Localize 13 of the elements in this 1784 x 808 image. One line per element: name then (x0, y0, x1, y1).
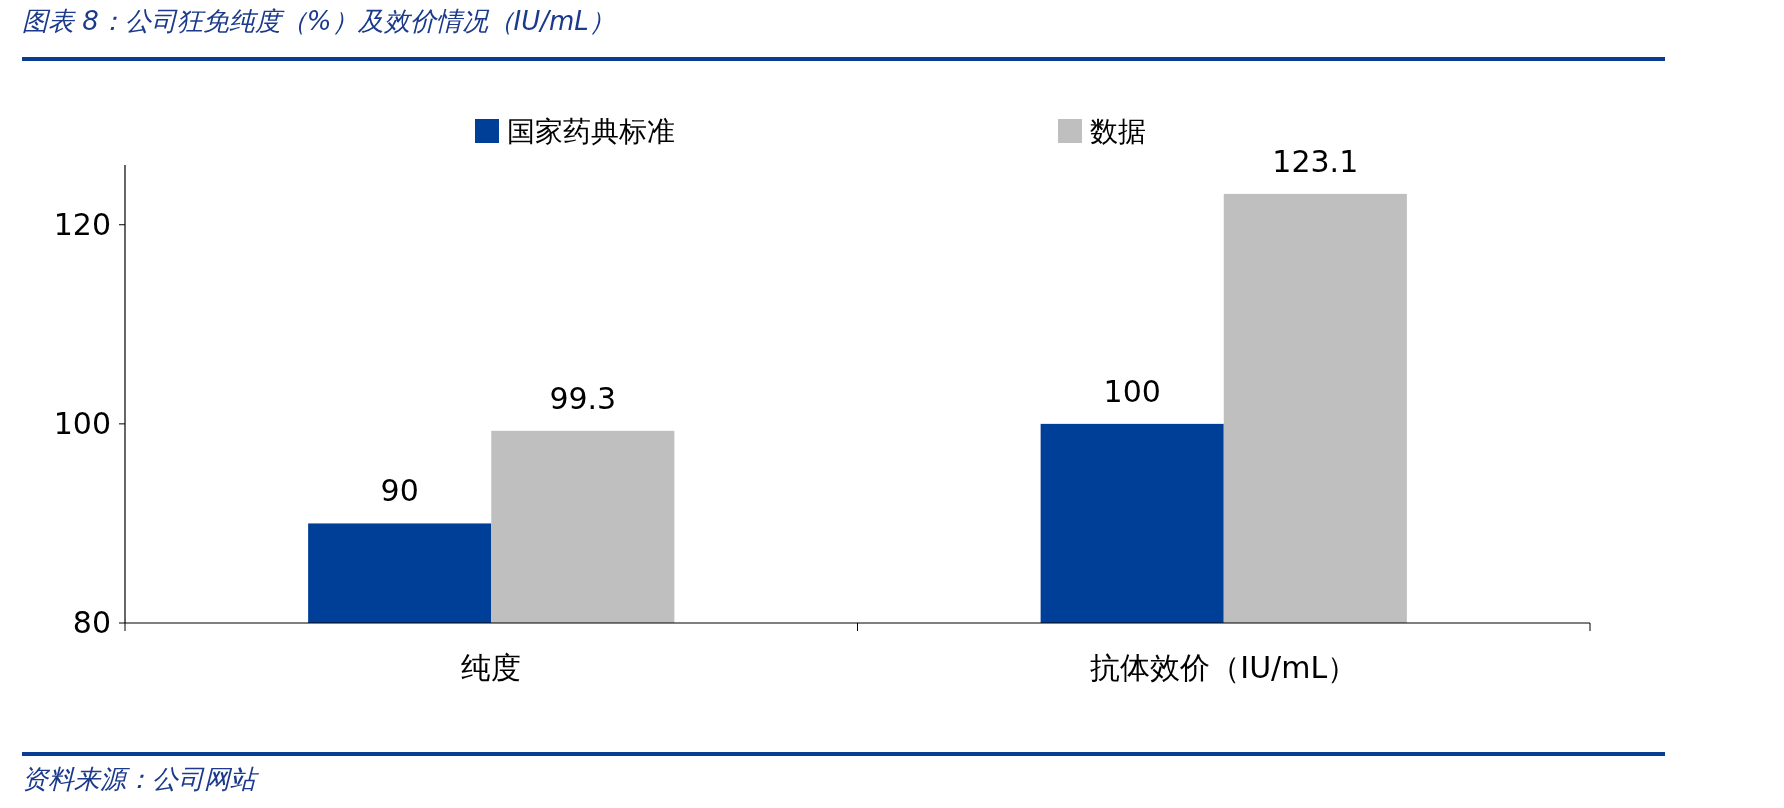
data-label: 90 (380, 473, 419, 509)
data-label: 99.3 (549, 380, 617, 416)
x-tick-label: 纯度 (461, 650, 522, 685)
data-label: 100 (1103, 373, 1161, 409)
legend-label: 数据 (1090, 115, 1146, 148)
data-label: 123.1 (1272, 143, 1359, 179)
legend-label: 国家药典标准 (507, 115, 675, 148)
y-tick-label: 120 (53, 206, 111, 242)
y-tick-label: 80 (72, 605, 111, 640)
y-tick-label: 100 (53, 405, 111, 441)
text: 资料来源：公司网站 (22, 764, 259, 794)
chart-title: 图表 8：公司狂免纯度（%）及效价情况（IU/mL） (22, 6, 615, 36)
x-tick-label: 抗体效价（IU/mL） (1090, 650, 1358, 685)
